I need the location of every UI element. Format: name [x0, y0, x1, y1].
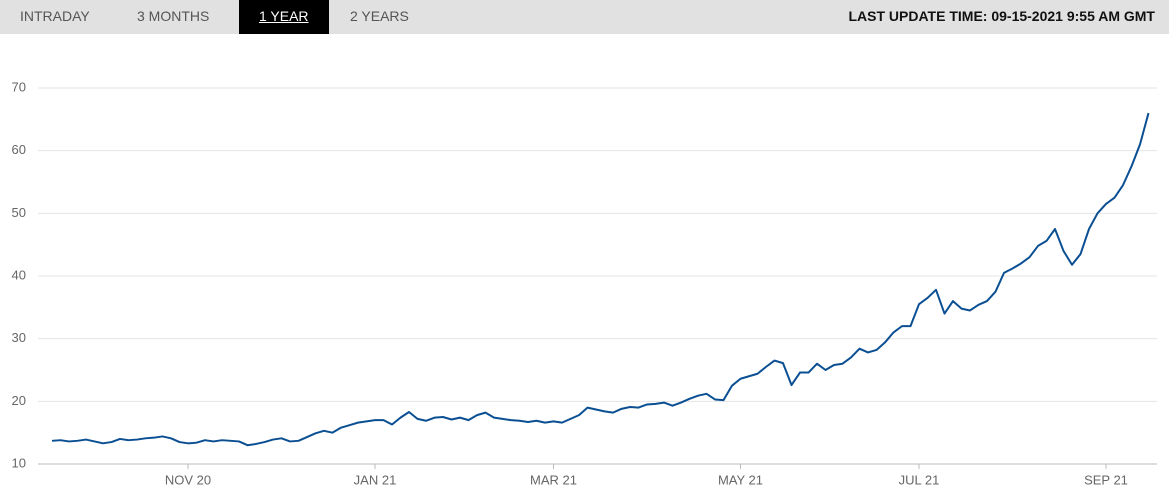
chart: 10 20 30 40 50 60 70 NOV 20 JAN 21 MAR 21 MAY 21 JU… — [12, 79, 1157, 487]
y-tick-label: 50 — [12, 205, 26, 220]
price-line — [51, 112, 1150, 447]
x-tick-label: MAY 21 — [718, 472, 763, 487]
tab[interactable]: 2 YEARS — [350, 8, 409, 24]
tab[interactable]: 3 MONTHS — [137, 8, 210, 24]
tab[interactable]: INTRADAY — [20, 8, 90, 24]
x-tick-label: MAR 21 — [530, 472, 577, 487]
y-tick-label: 20 — [12, 393, 26, 408]
y-tick-label: 70 — [12, 79, 26, 94]
y-tick-label: 60 — [12, 142, 26, 157]
x-tick-label: JAN 21 — [354, 472, 397, 487]
x-tick-label: SEP 21 — [1084, 472, 1128, 487]
y-tick-label: 10 — [12, 455, 26, 470]
tab[interactable]: 1 YEAR — [239, 0, 329, 34]
y-tick-label: 30 — [12, 330, 26, 345]
last-update: LAST UPDATE TIME: 09-15-2021 9:55 AM GMT — [848, 8, 1155, 24]
x-tick-label: NOV 20 — [165, 472, 211, 487]
x-tick-label: JUL 21 — [899, 472, 940, 487]
y-tick-label: 40 — [12, 267, 26, 282]
tab-bar: LAST UPDATE TIME: 09-15-2021 9:55 AM GMT… — [0, 0, 1169, 34]
